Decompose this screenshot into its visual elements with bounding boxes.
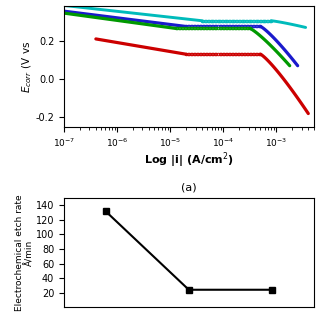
Text: (a): (a)	[181, 182, 196, 192]
Y-axis label: Electrochemical etch rate
Å/min: Electrochemical etch rate Å/min	[14, 194, 34, 311]
X-axis label: Log |i| (A/cm$^2$): Log |i| (A/cm$^2$)	[144, 150, 234, 170]
Y-axis label: $E_{corr}$ (V vs: $E_{corr}$ (V vs	[20, 41, 34, 93]
